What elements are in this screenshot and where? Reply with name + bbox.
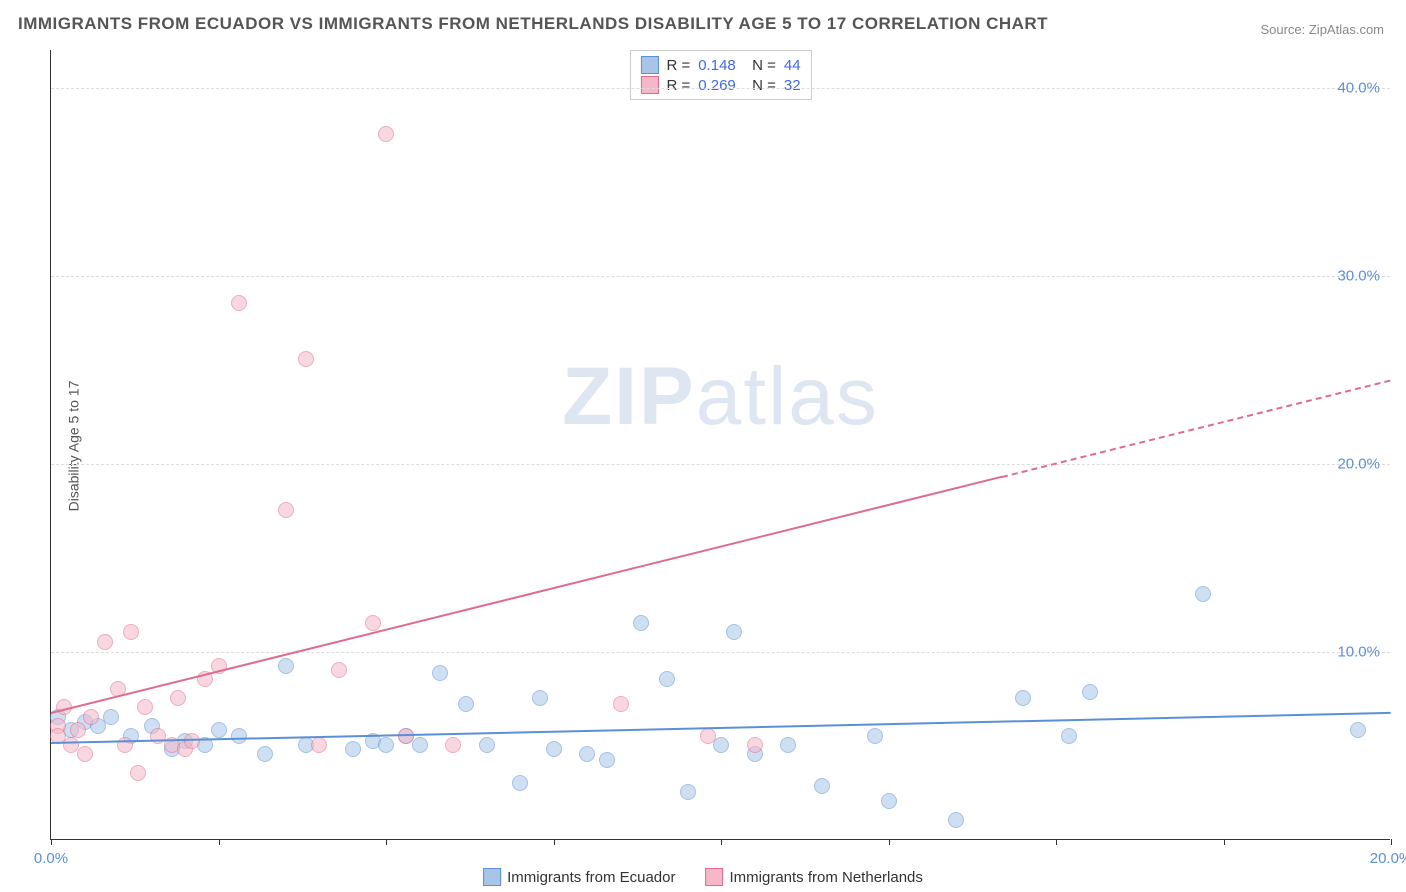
- data-point: [77, 746, 93, 762]
- data-point: [83, 709, 99, 725]
- data-point: [123, 624, 139, 640]
- x-tick-mark: [51, 839, 52, 845]
- chart-title: IMMIGRANTS FROM ECUADOR VS IMMIGRANTS FR…: [18, 14, 1048, 34]
- x-tick-mark: [721, 839, 722, 845]
- data-point: [700, 728, 716, 744]
- data-point: [365, 615, 381, 631]
- x-tick-mark: [554, 839, 555, 845]
- data-point: [345, 741, 361, 757]
- data-point: [1061, 728, 1077, 744]
- data-point: [659, 671, 675, 687]
- gridline-horizontal: [51, 88, 1390, 89]
- data-point: [378, 737, 394, 753]
- gridline-horizontal: [51, 464, 1390, 465]
- data-point: [170, 690, 186, 706]
- legend-r-label: R =: [666, 57, 690, 74]
- data-point: [298, 351, 314, 367]
- data-point: [599, 752, 615, 768]
- data-point: [726, 624, 742, 640]
- x-tick-label: 20.0%: [1370, 850, 1406, 867]
- data-point: [747, 737, 763, 753]
- watermark-thin: atlas: [696, 351, 879, 442]
- data-point: [680, 784, 696, 800]
- trend-line: [51, 476, 1003, 714]
- x-tick-mark: [386, 839, 387, 845]
- legend-row: R = 0.269 N = 32: [640, 75, 800, 95]
- data-point: [211, 722, 227, 738]
- x-tick-mark: [1391, 839, 1392, 845]
- data-point: [257, 746, 273, 762]
- data-point: [311, 737, 327, 753]
- legend-swatch: [705, 868, 723, 886]
- legend-swatch: [483, 868, 501, 886]
- data-point: [613, 696, 629, 712]
- legend-item: Immigrants from Netherlands: [705, 868, 922, 886]
- correlation-legend: R = 0.148 N = 44R = 0.269 N = 32: [629, 50, 811, 100]
- data-point: [1015, 690, 1031, 706]
- data-point: [1082, 684, 1098, 700]
- x-tick-label: 0.0%: [34, 850, 68, 867]
- x-tick-mark: [1056, 839, 1057, 845]
- gridline-horizontal: [51, 276, 1390, 277]
- data-point: [432, 665, 448, 681]
- data-point: [231, 295, 247, 311]
- legend-label: Immigrants from Ecuador: [507, 869, 675, 886]
- plot-area: ZIPatlas R = 0.148 N = 44R = 0.269 N = 3…: [50, 50, 1390, 840]
- watermark: ZIPatlas: [562, 350, 879, 444]
- data-point: [948, 812, 964, 828]
- data-point: [103, 709, 119, 725]
- legend-r-label: R =: [666, 77, 690, 94]
- watermark-bold: ZIP: [562, 351, 696, 442]
- gridline-horizontal: [51, 652, 1390, 653]
- legend-swatch: [640, 56, 658, 74]
- legend-n-label: N =: [744, 77, 776, 94]
- data-point: [512, 775, 528, 791]
- legend-n-label: N =: [744, 57, 776, 74]
- data-point: [633, 615, 649, 631]
- legend-r-value: 0.148: [698, 57, 736, 74]
- data-point: [1350, 722, 1366, 738]
- data-point: [1195, 586, 1211, 602]
- data-point: [137, 699, 153, 715]
- legend-label: Immigrants from Netherlands: [729, 869, 922, 886]
- legend-n-value: 44: [784, 57, 801, 74]
- data-point: [579, 746, 595, 762]
- legend-item: Immigrants from Ecuador: [483, 868, 675, 886]
- y-tick-label: 10.0%: [1337, 643, 1380, 660]
- data-point: [445, 737, 461, 753]
- chart-container: IMMIGRANTS FROM ECUADOR VS IMMIGRANTS FR…: [0, 0, 1406, 892]
- data-point: [412, 737, 428, 753]
- data-point: [458, 696, 474, 712]
- data-point: [780, 737, 796, 753]
- x-tick-mark: [1224, 839, 1225, 845]
- legend-r-value: 0.269: [698, 77, 736, 94]
- data-point: [278, 502, 294, 518]
- data-point: [546, 741, 562, 757]
- data-point: [184, 733, 200, 749]
- data-point: [881, 793, 897, 809]
- series-legend: Immigrants from Ecuador Immigrants from N…: [483, 868, 923, 886]
- data-point: [479, 737, 495, 753]
- x-tick-mark: [889, 839, 890, 845]
- data-point: [532, 690, 548, 706]
- source-attribution: Source: ZipAtlas.com: [1260, 22, 1384, 37]
- legend-row: R = 0.148 N = 44: [640, 55, 800, 75]
- data-point: [378, 126, 394, 142]
- data-point: [70, 722, 86, 738]
- data-point: [867, 728, 883, 744]
- data-point: [331, 662, 347, 678]
- data-point: [814, 778, 830, 794]
- y-tick-label: 30.0%: [1337, 267, 1380, 284]
- legend-n-value: 32: [784, 77, 801, 94]
- data-point: [278, 658, 294, 674]
- y-tick-label: 40.0%: [1337, 79, 1380, 96]
- data-point: [130, 765, 146, 781]
- x-tick-mark: [219, 839, 220, 845]
- data-point: [97, 634, 113, 650]
- y-tick-label: 20.0%: [1337, 455, 1380, 472]
- data-point: [713, 737, 729, 753]
- legend-swatch: [640, 76, 658, 94]
- data-point: [231, 728, 247, 744]
